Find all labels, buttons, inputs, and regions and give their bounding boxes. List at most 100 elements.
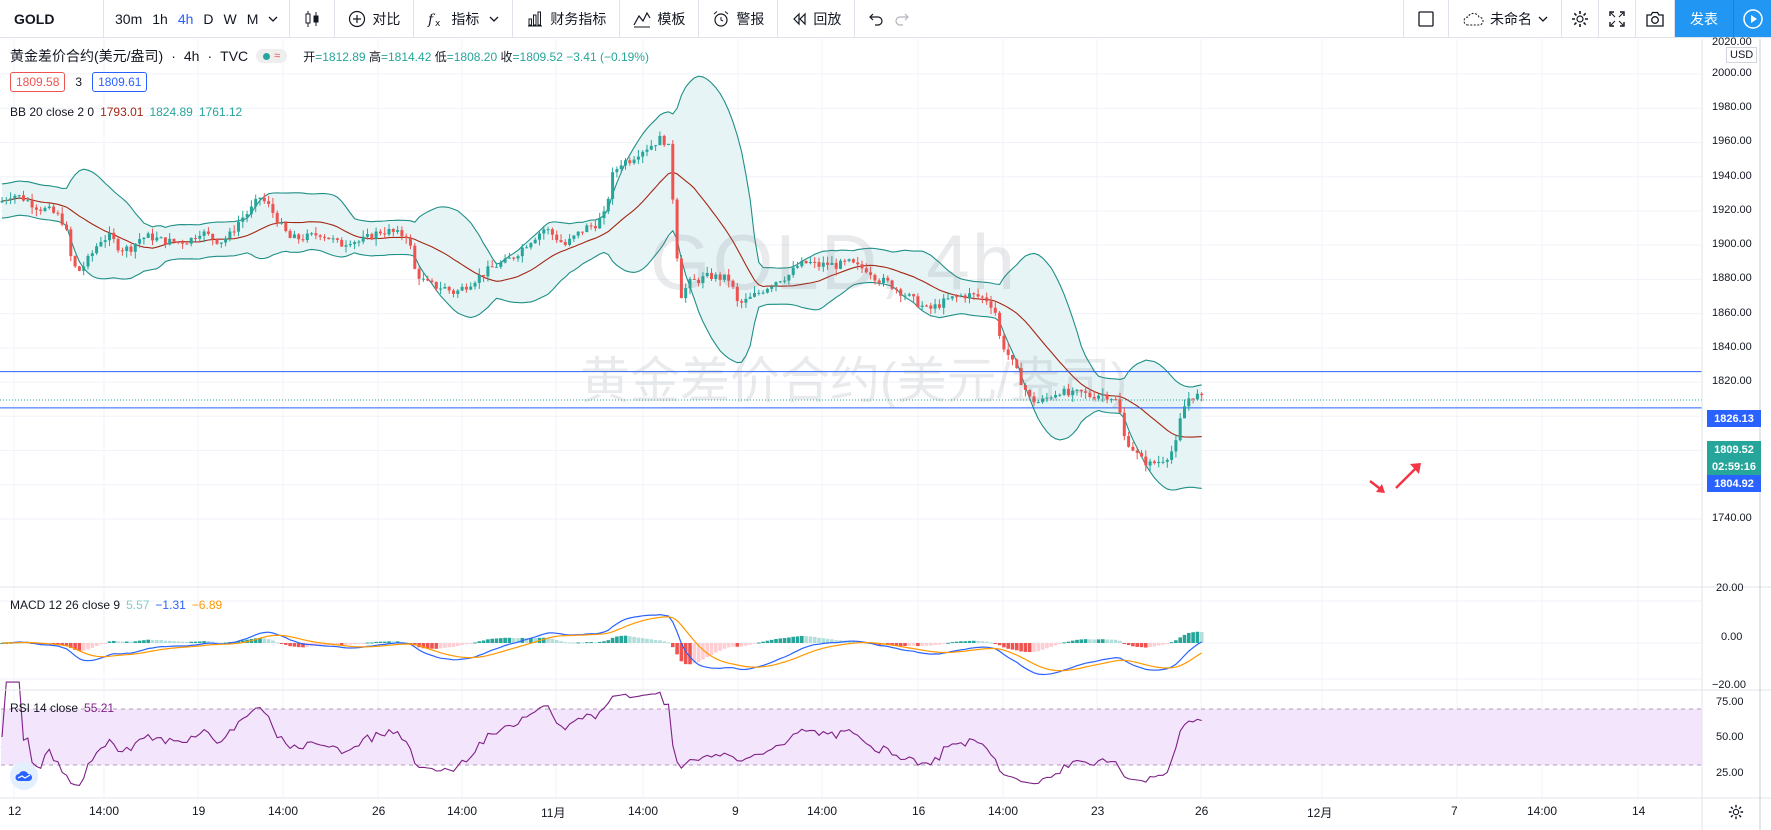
macd-hist-bar — [903, 643, 907, 647]
macd-hist-bar — [1058, 643, 1062, 644]
macd-hist-bar — [344, 643, 348, 645]
candle-body — [675, 199, 679, 259]
interval-30m[interactable]: 30m — [115, 10, 143, 27]
interval-1h[interactable]: 1h — [152, 10, 168, 27]
interval-w[interactable]: W — [223, 10, 237, 27]
bid-price[interactable]: 1809.58 — [10, 72, 66, 92]
snapshot-button[interactable] — [1640, 0, 1670, 37]
macd-hist-bar — [1195, 631, 1200, 643]
candle-body — [679, 258, 683, 299]
candle-body — [976, 294, 980, 297]
compare-button[interactable]: 对比 — [343, 0, 405, 37]
layout-select-button[interactable] — [1412, 0, 1440, 37]
candle-body — [310, 233, 314, 235]
macd-hist-bar — [253, 638, 258, 643]
candle-body — [335, 238, 339, 240]
play-button[interactable] — [1733, 0, 1771, 37]
chart-area[interactable]: GOLD, 4h 黄金差价合约(美元/盎司) 黄金差价合约(美元/盎司) · 4… — [0, 36, 1771, 830]
fullscreen-group — [1599, 0, 1636, 37]
candle-body — [1135, 450, 1139, 453]
macd-hist-bar — [284, 643, 288, 645]
square-icon — [1418, 10, 1434, 27]
interval-m[interactable]: M — [246, 10, 259, 27]
candle-body — [464, 286, 468, 290]
macd-hist-bar — [984, 641, 989, 643]
candle-body — [632, 159, 636, 164]
candle-body — [1066, 388, 1070, 396]
candle-body — [576, 231, 580, 236]
time-axis-settings[interactable] — [1728, 804, 1744, 825]
indicators-dropdown[interactable] — [484, 0, 504, 37]
macd-name[interactable]: MACD 12 26 close 9 — [10, 598, 121, 612]
macd-hist-bar — [438, 643, 443, 649]
candle-body — [370, 234, 374, 240]
fullscreen-button[interactable] — [1603, 0, 1631, 37]
bb-name[interactable]: BB 20 close 2 0 — [10, 105, 95, 119]
low-value: 1808.20 — [453, 49, 498, 64]
macd-hist-bar — [1126, 643, 1131, 646]
tag-countdown: 02:59:16 — [1707, 458, 1761, 475]
candle-body — [688, 278, 692, 289]
redo-button[interactable] — [889, 0, 915, 37]
currency-label[interactable]: USD — [1726, 47, 1758, 63]
undo-button[interactable] — [863, 0, 889, 37]
interval-dropdown[interactable] — [263, 0, 283, 37]
open-label: 开 — [303, 49, 316, 64]
publish-button[interactable]: 发表 — [1675, 0, 1733, 37]
candle-body — [645, 149, 649, 152]
drawing-arrows[interactable] — [1369, 463, 1421, 493]
chart-type-button[interactable] — [298, 0, 326, 37]
ask-price[interactable]: 1809.61 — [92, 72, 148, 92]
financials-button[interactable]: 财务指标 — [521, 0, 611, 37]
candle-body — [649, 145, 653, 150]
time-tick-label: 14:00 — [628, 804, 659, 818]
candle-body — [808, 261, 812, 264]
undo-redo-group — [855, 0, 923, 37]
candle-body — [490, 266, 494, 268]
macd-hist-bar — [1199, 632, 1204, 643]
alert-button[interactable]: 警报 — [707, 0, 769, 37]
candle-body — [559, 240, 563, 243]
macd-hist-bar — [1040, 643, 1045, 650]
macd-hist-bar — [511, 637, 516, 643]
layout-name-button[interactable]: 未命名 — [1457, 0, 1553, 37]
chart-canvas[interactable] — [0, 39, 1771, 830]
candle-body — [404, 236, 408, 239]
symbol-search[interactable]: GOLD — [0, 0, 104, 37]
gear-icon — [1572, 10, 1588, 27]
candle-body — [770, 286, 774, 289]
tradingview-logo[interactable] — [10, 762, 38, 790]
candle-body — [847, 259, 851, 261]
candle-body — [374, 231, 378, 240]
candle-body — [112, 232, 116, 240]
candle-body — [1088, 392, 1092, 398]
interval-d[interactable]: D — [203, 10, 214, 27]
candle-body — [507, 257, 511, 259]
market-status-pill[interactable]: ≈ — [256, 49, 288, 63]
legend-title[interactable]: 黄金差价合约(美元/盎司) — [10, 48, 164, 64]
candle-body — [237, 221, 240, 232]
templates-button[interactable]: 模板 — [628, 0, 690, 37]
macd-hist-bar — [653, 640, 658, 643]
macd-hist-bar — [1148, 643, 1152, 648]
replay-button[interactable]: 回放 — [786, 0, 846, 37]
candle-body — [546, 229, 550, 231]
macd-axis-neg20: −20.00 — [1712, 679, 1746, 691]
macd-hist-bar — [929, 643, 933, 646]
macd-hist-bar — [666, 642, 671, 644]
time-tick-label: 14:00 — [988, 804, 1019, 818]
candle-body — [894, 288, 898, 290]
macd-hist-bar — [1165, 643, 1170, 644]
rsi-name[interactable]: RSI 14 close — [10, 701, 79, 715]
interval-4h[interactable]: 4h — [177, 10, 194, 27]
settings-button[interactable] — [1566, 0, 1594, 37]
candle-body — [4, 200, 8, 202]
candle-body — [774, 282, 778, 287]
macd-hist-bar — [959, 641, 963, 643]
candle-body — [452, 290, 455, 294]
price-tick-label: 1860.00 — [1712, 306, 1752, 319]
time-tick-label: 14 — [1632, 804, 1646, 818]
macd-hist-bar — [524, 637, 529, 643]
macd-hist-bar — [288, 643, 292, 647]
